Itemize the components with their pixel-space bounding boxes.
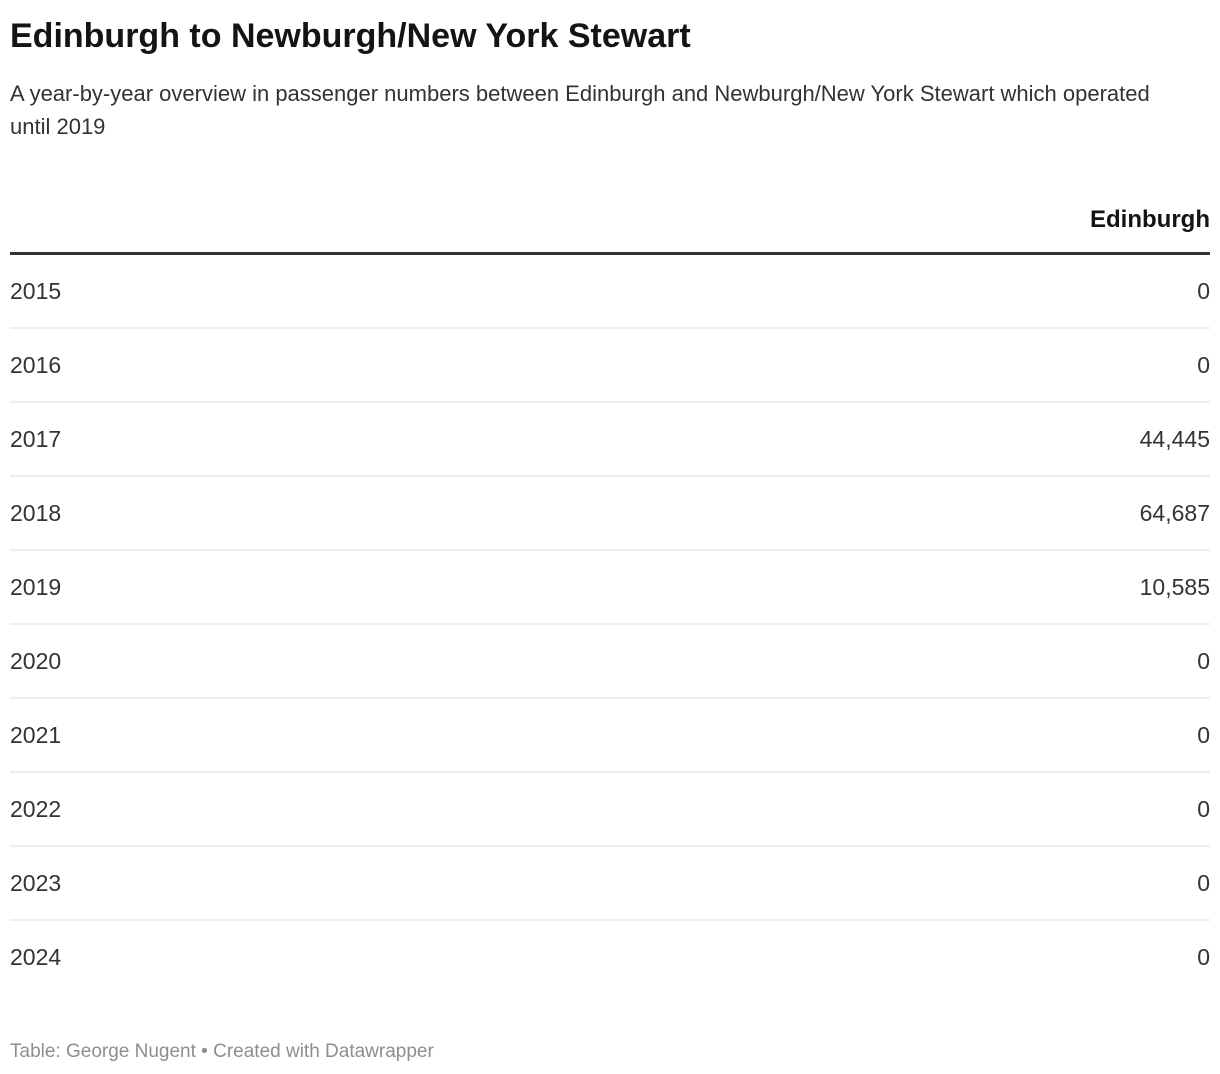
value-cell: 0 <box>370 697 1210 772</box>
year-cell: 2023 <box>10 845 370 920</box>
passenger-table: Edinburgh 2015 0 2016 0 2017 44,445 2018 64,687… <box>10 193 1210 993</box>
value-cell: 64,687 <box>370 475 1210 550</box>
table-row: 2018 64,687 <box>10 475 1210 550</box>
value-cell: 44,445 <box>370 401 1210 476</box>
year-cell: 2015 <box>10 278 62 304</box>
table-body: 2015 0 2016 0 2017 44,445 2018 64,687 2019 10,585… <box>10 254 1210 993</box>
year-cell: 2017 <box>10 401 370 476</box>
table-row: 2021 0 <box>10 697 1210 772</box>
value-cell: 10,585 <box>370 549 1210 624</box>
year-cell: 2019 <box>10 549 370 624</box>
value-cell: 0 <box>370 919 1210 993</box>
year-cell: 2024 <box>10 919 370 993</box>
year-cell: 2016 <box>10 327 370 402</box>
year-cell: 2022 <box>10 771 370 846</box>
value-cell: 0 <box>370 327 1210 402</box>
value-cell: 0 <box>1197 278 1210 304</box>
table-row: 2020 0 <box>10 623 1210 698</box>
value-cell: 0 <box>370 845 1210 920</box>
value-cell: 0 <box>370 623 1210 698</box>
year-cell: 2020 <box>10 623 370 698</box>
attribution-text: Table: George Nugent • Created with Data… <box>10 1041 434 1062</box>
table-row: 2022 0 <box>10 771 1210 846</box>
value-cell: 0 <box>370 771 1210 846</box>
page-title: Edinburgh to Newburgh/New York Stewart <box>10 17 691 55</box>
table-row: 2023 0 <box>10 845 1210 920</box>
table-row: 2017 44,445 <box>10 401 1210 476</box>
year-cell: 2021 <box>10 697 370 772</box>
table-row: 2019 10,585 <box>10 549 1210 624</box>
table-row: 2015 0 <box>10 254 1210 329</box>
page-subtitle: A year-by-year overview in passenger num… <box>10 81 1150 139</box>
table-header-row: Edinburgh <box>10 193 1210 255</box>
table-row: 2024 0 <box>10 919 1210 993</box>
table-row: 2016 0 <box>10 327 1210 402</box>
year-cell: 2018 <box>10 475 370 550</box>
year-column-header <box>10 193 370 255</box>
edinburgh-column-header: Edinburgh <box>370 193 1210 255</box>
